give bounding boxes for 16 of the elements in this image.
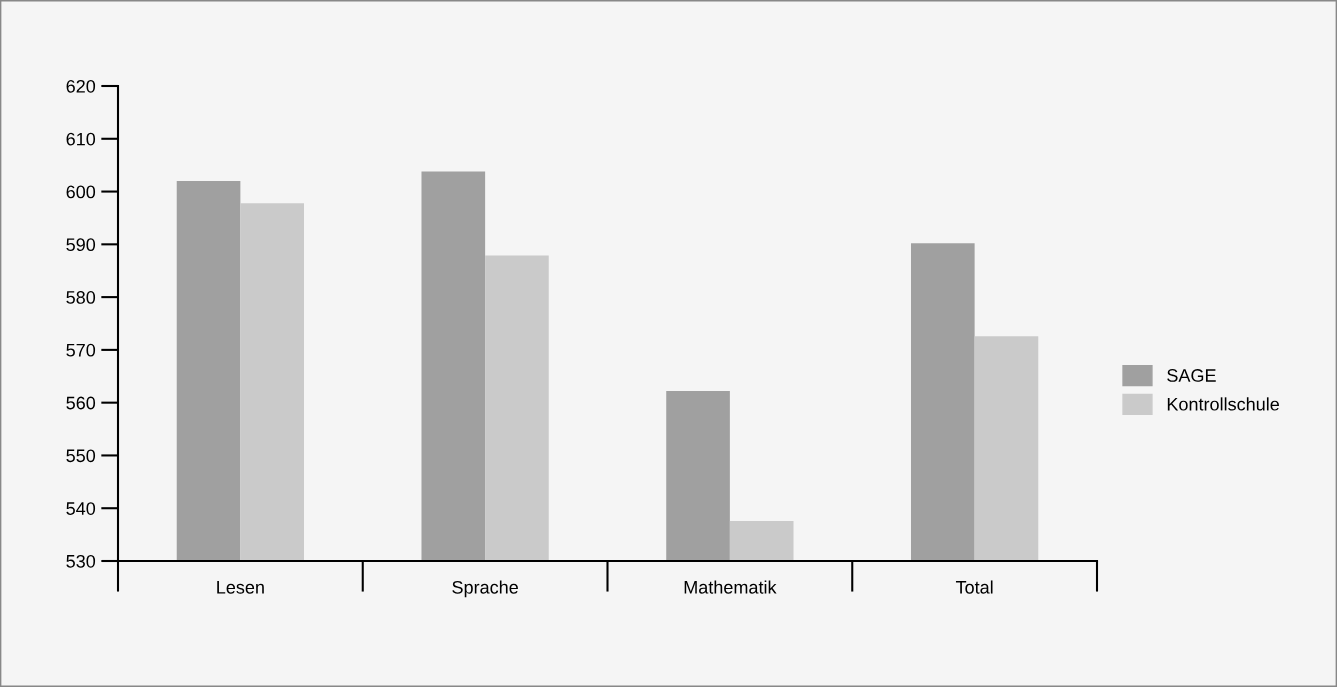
y-tick-label: 590 [66,238,96,252]
y-tick-label: 560 [66,396,96,410]
y-tick-label: 610 [66,132,96,146]
y-tick-label: 580 [66,291,96,304]
y-tick-label: 570 [66,343,96,357]
y-tick-label: 550 [66,449,96,463]
y-tick-label: 620 [66,79,96,93]
x-tick-label: Lesen [217,581,264,594]
y-tick-label: 540 [66,502,96,515]
legend-label: SAGE [1167,369,1216,382]
x-tick-label: Mathematik [684,580,777,594]
x-tick-label: Sprache [452,580,518,598]
x-tick-label: Total [955,580,993,594]
legend-label: Kontrollschule [1167,397,1279,411]
y-tick-label: 530 [66,554,96,568]
y-tick-label: 600 [66,185,96,199]
